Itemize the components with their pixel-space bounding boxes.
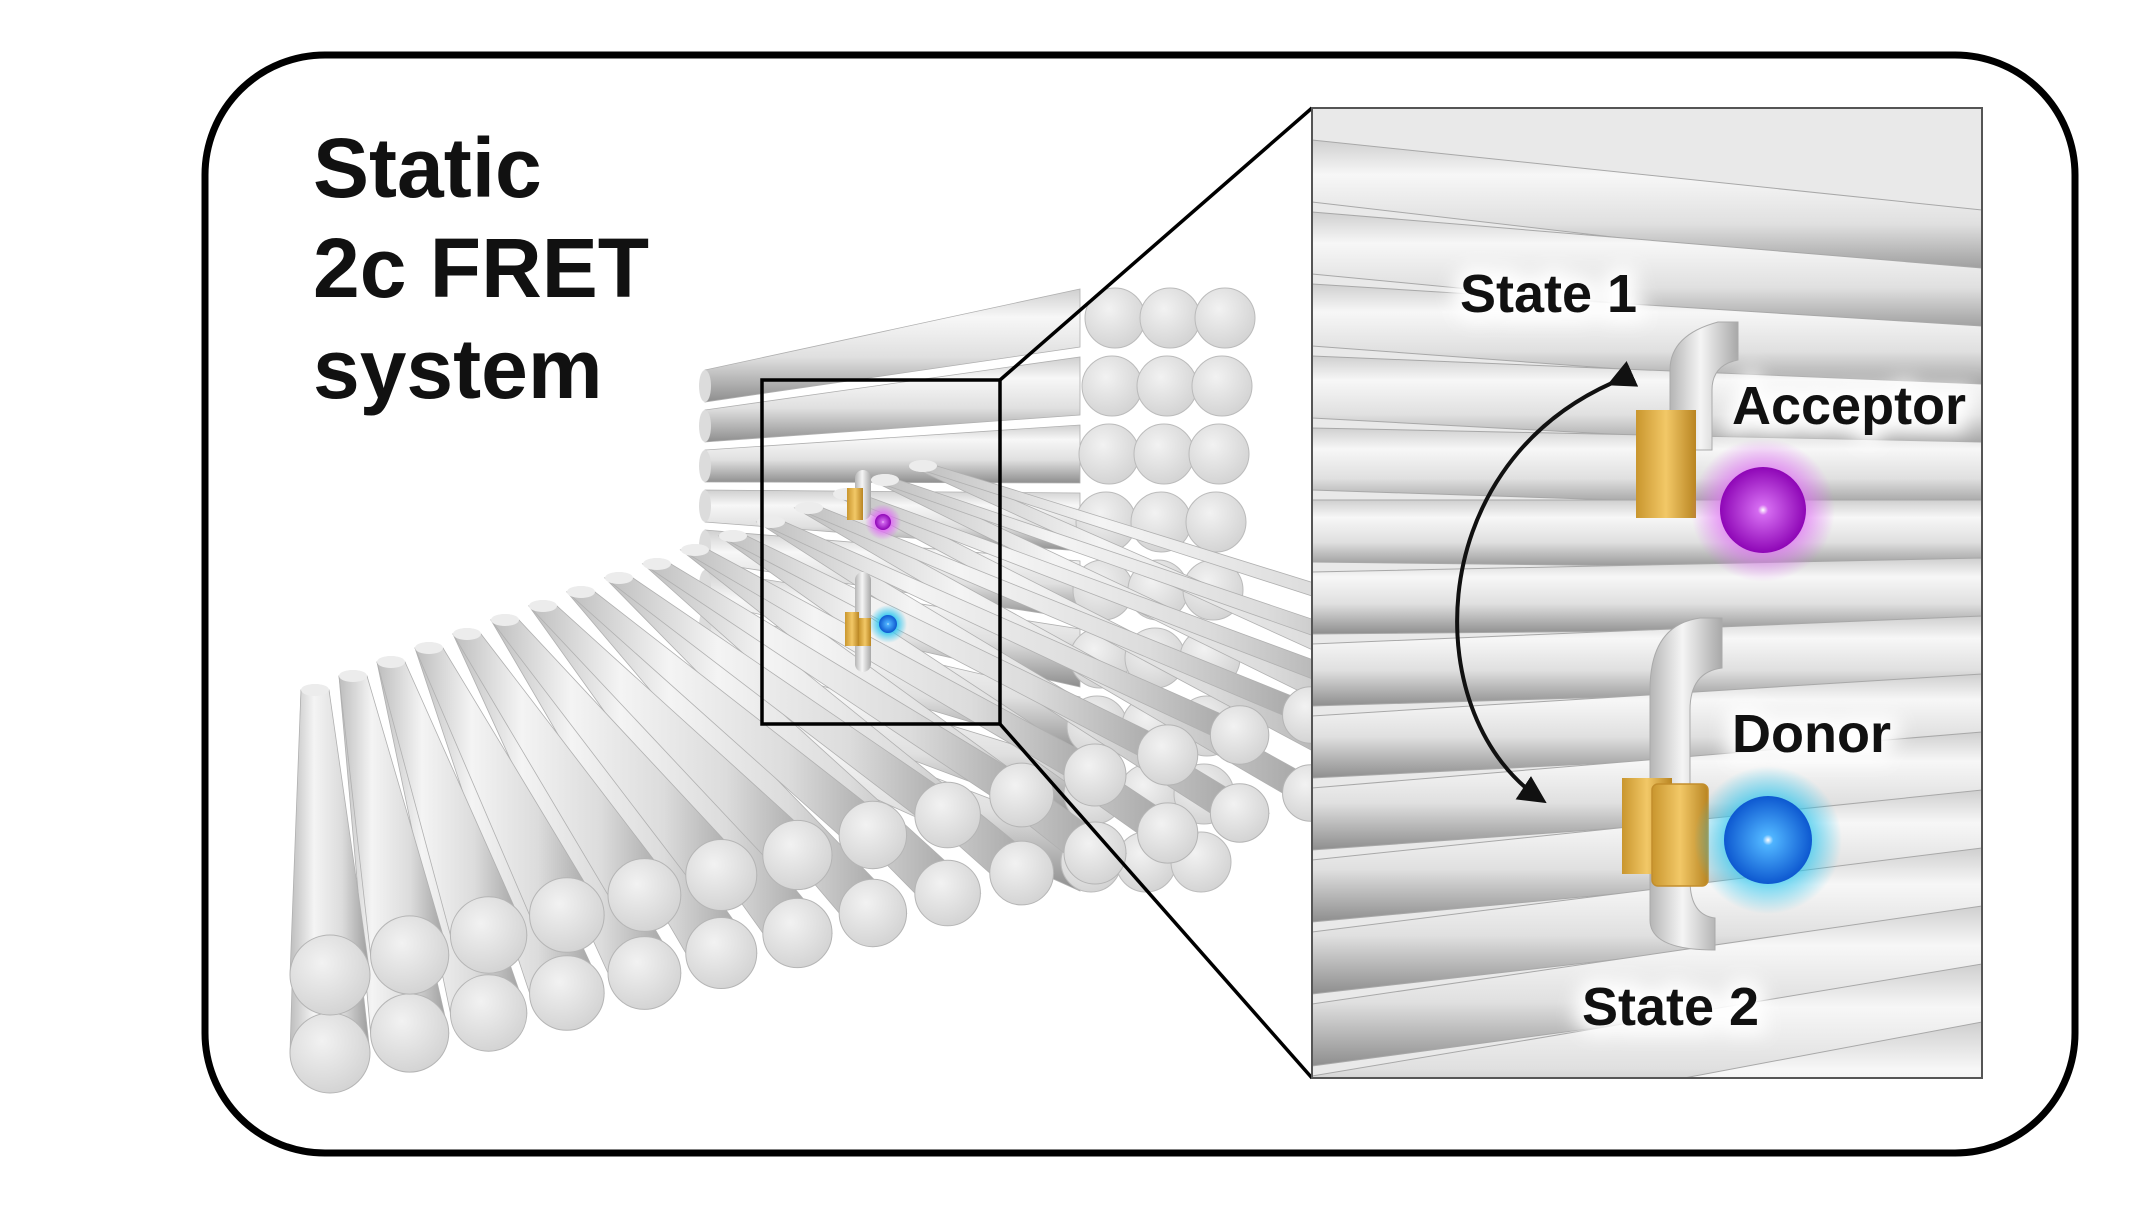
inset-tube xyxy=(1312,615,1982,707)
tube-end-cap xyxy=(1194,287,1256,349)
state2-label: State 2 xyxy=(1582,977,1759,1037)
svg-text:Donor: Donor xyxy=(1732,704,1891,764)
state-transition-arrow xyxy=(1455,361,1639,804)
state2-label-group: State 2 State 2 xyxy=(1573,968,1768,1046)
zoom-inset: State 1 State 1 Acceptor Acceptor Donor … xyxy=(1311,107,1983,1079)
zoom-connector-top xyxy=(998,106,1314,382)
inset-tube xyxy=(1681,1021,1982,1078)
small-acceptor-dot xyxy=(875,514,891,530)
donor-label-group: Donor Donor xyxy=(1723,695,1900,773)
origami-platform xyxy=(289,460,1547,1094)
tube-end-cap xyxy=(1191,355,1253,417)
acceptor-label-group: Acceptor Acceptor xyxy=(1723,367,1975,445)
tube-end-cap xyxy=(685,917,758,989)
tube-end-cap xyxy=(1136,355,1198,417)
tube-end-cap xyxy=(838,800,908,870)
tube-end-cap xyxy=(838,878,908,948)
tube-end-cap xyxy=(1209,783,1270,843)
donor-sphere xyxy=(1724,796,1812,884)
acceptor-label: Acceptor xyxy=(1732,376,1966,436)
zoom-inset-border xyxy=(1311,107,1983,1079)
tube-end-cap xyxy=(1209,705,1270,765)
title-line-2: 2c FRET xyxy=(313,221,649,315)
tube-end-cap xyxy=(607,858,682,932)
inset-tube xyxy=(1312,905,1982,1067)
donor-construct xyxy=(1622,617,1842,951)
svg-text:Acceptor: Acceptor xyxy=(1732,376,1966,436)
svg-text:State 2: State 2 xyxy=(1582,977,1759,1037)
small-donor-dot xyxy=(879,615,897,633)
tube-end-cap xyxy=(1139,287,1201,349)
acceptor-construct xyxy=(1636,321,1835,582)
inset-tube xyxy=(1312,283,1982,397)
tube-end-cap xyxy=(449,974,528,1052)
tube-end-cap xyxy=(449,896,528,974)
small-acceptor-construct xyxy=(847,470,901,540)
tube-end-cap xyxy=(1137,724,1199,786)
tube-end-cap xyxy=(1078,423,1140,485)
title-line-1: Static xyxy=(313,121,542,215)
inset-tube xyxy=(1312,211,1982,339)
tube-end-cap xyxy=(914,859,981,927)
tube-end-cap xyxy=(762,897,833,969)
tube-end-cap xyxy=(529,877,605,953)
tube-end-cap xyxy=(1133,423,1195,485)
state1-label: State 1 xyxy=(1460,264,1637,324)
tube-end-cap xyxy=(1185,491,1247,553)
tube-end-cap xyxy=(370,915,450,995)
zoom-selection-box xyxy=(760,378,1002,726)
acceptor-linker xyxy=(1636,410,1696,518)
inset-tube xyxy=(1312,355,1982,455)
tube-end-cap xyxy=(1137,802,1199,864)
title-line-3: system xyxy=(313,322,603,416)
tube-end-cap xyxy=(1063,743,1127,807)
svg-text:State 1: State 1 xyxy=(1460,264,1637,324)
inset-tube xyxy=(1312,963,1982,1078)
tube-end-cap xyxy=(1063,821,1127,885)
donor-label: Donor xyxy=(1732,704,1891,764)
tube-end-cap xyxy=(607,936,682,1010)
tube-end-cap xyxy=(529,955,605,1031)
tube-end-cap xyxy=(989,762,1055,828)
state1-label-group: State 1 State 1 xyxy=(1451,255,1646,333)
tube-end-cap xyxy=(989,840,1055,906)
tube-end-cap xyxy=(762,819,833,891)
tube-end-cap xyxy=(685,839,758,911)
small-donor-construct xyxy=(845,572,907,672)
tube-end-cap xyxy=(914,781,981,849)
tube-end-cap xyxy=(1081,355,1143,417)
inset-tube xyxy=(1312,139,1982,281)
acceptor-sphere xyxy=(1720,467,1806,553)
tube-end-cap xyxy=(370,993,450,1073)
tube-end-cap xyxy=(289,934,371,1016)
tube-end-cap xyxy=(1188,423,1250,485)
zoom-connector-bottom xyxy=(998,722,1314,1080)
tube-end-cap xyxy=(289,1012,371,1094)
